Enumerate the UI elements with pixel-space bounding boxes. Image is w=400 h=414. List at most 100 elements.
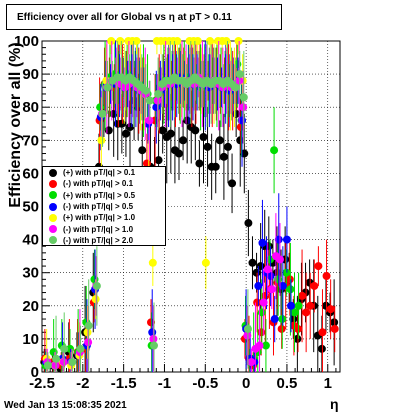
data-point: [257, 308, 266, 317]
data-point: [231, 83, 240, 92]
data-point: [270, 146, 279, 155]
x-tick-label: 0: [242, 375, 250, 392]
data-point: [243, 331, 252, 340]
data-point: [43, 361, 52, 370]
data-point: [287, 301, 296, 310]
x-tick-label: 0.5: [277, 375, 298, 392]
legend-label: (-) with pT/|q| > 2.0: [63, 235, 134, 245]
legend-entry: (-) with pT/|q| > 2.0: [43, 235, 165, 246]
data-point: [145, 116, 154, 125]
y-tick-label: 60: [22, 165, 39, 182]
data-point: [153, 96, 162, 105]
data-point: [52, 354, 61, 363]
data-point: [261, 341, 270, 350]
data-point: [92, 281, 101, 290]
data-point: [145, 96, 154, 105]
legend-entry: (+) with pT/|q| > 0.1: [43, 167, 165, 178]
data-point: [286, 285, 295, 294]
data-point: [203, 142, 212, 151]
y-axis-label: Efficiency over all (%): [7, 42, 24, 208]
data-point: [330, 318, 339, 327]
data-point: [219, 152, 228, 161]
data-point: [267, 285, 276, 294]
data-point: [83, 328, 92, 337]
data-point: [104, 126, 113, 135]
legend-label: (-) with pT/|q| > 1.0: [63, 224, 134, 234]
data-point: [215, 136, 224, 145]
data-point: [51, 361, 60, 370]
data-point: [277, 324, 286, 333]
legend-marker: [49, 202, 57, 211]
data-point: [222, 37, 231, 45]
data-point: [154, 156, 163, 165]
data-point: [97, 136, 106, 145]
data-point: [158, 126, 167, 135]
data-point: [173, 37, 182, 45]
data-point: [60, 344, 69, 353]
data-point: [330, 324, 339, 333]
data-point: [191, 126, 200, 135]
data-point: [121, 129, 130, 138]
data-point: [141, 86, 150, 95]
legend-marker: [49, 236, 57, 245]
x-tick-label: -1.5: [111, 375, 137, 392]
data-point: [314, 262, 323, 271]
x-tick-label: -0.5: [192, 375, 218, 392]
data-point: [205, 37, 214, 45]
x-axis-label: η: [330, 396, 339, 412]
legend-entry: (+) with pT/|q| > 0.5: [43, 190, 165, 201]
data-point: [255, 341, 264, 350]
y-tick-label: 80: [22, 99, 39, 116]
data-point: [254, 281, 263, 290]
x-tick-label: 1: [324, 375, 332, 392]
data-point: [258, 238, 267, 247]
legend-label: (+) with pT/|q| > 0.5: [63, 190, 136, 200]
legend-marker: [49, 191, 57, 200]
data-point: [275, 255, 284, 264]
data-point: [103, 83, 112, 92]
data-point: [126, 123, 135, 132]
legend-marker: [49, 225, 57, 234]
data-point: [244, 219, 253, 228]
legend-entry: (-) with pT/|q| > 1.0: [43, 223, 165, 234]
data-point: [179, 136, 188, 145]
data-point: [310, 281, 319, 290]
data-point: [318, 328, 327, 337]
data-point: [285, 275, 294, 284]
data-point: [239, 103, 248, 112]
y-tick-label: 30: [22, 265, 39, 282]
legend-label: (-) with pT/|q| > 0.5: [63, 202, 134, 212]
data-point: [235, 76, 244, 85]
y-tick-label: 100: [14, 33, 39, 50]
legend-entry: (-) with pT/|q| > 0.1: [43, 178, 165, 189]
data-point: [302, 308, 311, 317]
data-point: [243, 324, 252, 333]
data-point: [278, 315, 287, 324]
data-point: [322, 272, 331, 281]
data-point: [132, 37, 141, 45]
data-point: [247, 358, 256, 367]
data-point: [317, 344, 326, 353]
legend-marker: [49, 213, 57, 222]
y-tick-label: 10: [22, 331, 39, 348]
legend-label: (+) with pT/|q| > 0.1: [63, 168, 136, 178]
data-point: [102, 76, 111, 85]
data-point: [91, 295, 100, 304]
x-tick-label: -2: [76, 375, 89, 392]
data-point: [223, 142, 232, 151]
data-point: [290, 308, 299, 317]
data-point: [68, 358, 77, 367]
data-point: [282, 268, 291, 277]
data-point: [298, 291, 307, 300]
data-point: [306, 301, 315, 310]
data-point: [274, 235, 283, 244]
data-point: [199, 132, 208, 141]
data-point: [193, 37, 202, 45]
data-point: [107, 37, 116, 45]
legend-entry: (+) with pT/|q| > 1.0: [43, 212, 165, 223]
data-point: [166, 129, 175, 138]
data-point: [195, 159, 204, 168]
legend: (+) with pT/|q| > 0.1 (-) with pT/|q| > 0…: [42, 166, 166, 246]
data-point: [84, 338, 93, 347]
data-point: [98, 109, 107, 118]
